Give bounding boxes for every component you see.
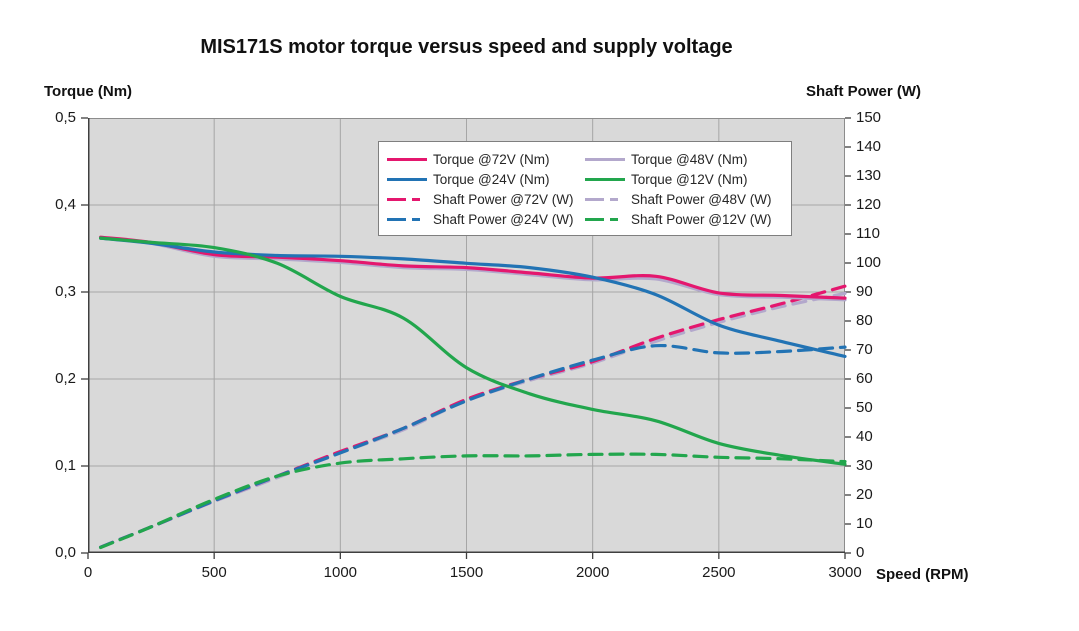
dashed-line-swatch — [585, 217, 625, 221]
solid-line-swatch — [585, 157, 625, 161]
legend-label: Shaft Power @24V (W) — [433, 211, 574, 227]
legend-item: Torque @24V (Nm) — [387, 172, 585, 187]
left-tick-label: 0,0 — [55, 544, 76, 561]
left-tick-label: 0,2 — [55, 370, 76, 387]
right-tick-label: 110 — [856, 225, 880, 242]
series-torque-48v-nm- — [99, 236, 847, 302]
right-tick-label: 40 — [856, 428, 873, 445]
series-torque-12v-nm- — [99, 236, 847, 466]
solid-line-swatch — [585, 177, 625, 181]
right-tick-label: 80 — [856, 312, 873, 329]
x-tick-label: 2500 — [702, 564, 736, 581]
legend-item: Torque @48V (Nm) — [585, 152, 783, 167]
legend-label: Torque @24V (Nm) — [433, 171, 550, 187]
legend-item: Torque @72V (Nm) — [387, 152, 585, 167]
right-tick-label: 30 — [856, 457, 873, 474]
series-torque-72v-nm- — [99, 235, 847, 300]
right-tick-label: 130 — [856, 167, 882, 184]
legend-label: Shaft Power @72V (W) — [433, 191, 574, 207]
legend-item: Torque @12V (Nm) — [585, 172, 783, 187]
left-tick-label: 0,4 — [55, 196, 76, 213]
legend-item: Shaft Power @12V (W) — [585, 212, 783, 227]
x-axis-title: Speed (RPM) — [876, 566, 969, 583]
right-tick-label: 60 — [856, 370, 873, 387]
right-tick-label: 140 — [856, 138, 882, 155]
right-tick-label: 100 — [856, 254, 882, 271]
legend-label: Torque @48V (Nm) — [631, 151, 748, 167]
dashed-line-swatch — [387, 217, 427, 221]
x-tick-label: 3000 — [828, 564, 862, 581]
right-tick-label: 20 — [856, 486, 873, 503]
left-axis-title: Torque (Nm) — [44, 83, 133, 100]
right-tick-label: 70 — [856, 341, 873, 358]
right-tick-label: 150 — [856, 109, 882, 126]
series-torque-24v-nm- — [99, 236, 847, 358]
series-shaft-power-72v-w- — [99, 284, 847, 549]
right-tick-label: 120 — [856, 196, 882, 213]
legend-item: Shaft Power @24V (W) — [387, 212, 585, 227]
right-tick-label: 10 — [856, 515, 873, 532]
right-tick-label: 90 — [856, 283, 873, 300]
legend-item: Shaft Power @48V (W) — [585, 192, 783, 207]
left-tick-label: 0,5 — [55, 109, 76, 126]
legend-label: Torque @72V (Nm) — [433, 151, 550, 167]
right-tick-label: 50 — [856, 399, 873, 416]
series-shaft-power-12v-w- — [99, 452, 847, 550]
x-tick-label: 1500 — [449, 564, 484, 581]
x-tick-label: 2000 — [575, 564, 610, 581]
solid-line-swatch — [387, 157, 427, 161]
left-tick-label: 0,3 — [55, 283, 76, 300]
dashed-line-swatch — [585, 197, 625, 201]
legend-label: Torque @12V (Nm) — [631, 171, 748, 187]
series-shaft-power-48v-w- — [99, 291, 847, 549]
legend-label: Shaft Power @12V (W) — [631, 211, 772, 227]
chart-legend: Torque @72V (Nm) Torque @48V (Nm) Torque @… — [378, 141, 792, 236]
right-axis-title: Shaft Power (W) — [806, 83, 921, 100]
legend-item: Shaft Power @72V (W) — [387, 192, 585, 207]
legend-label: Shaft Power @48V (W) — [631, 191, 772, 207]
x-tick-label: 0 — [83, 564, 93, 581]
solid-line-swatch — [387, 177, 427, 181]
left-tick-label: 0,1 — [55, 457, 76, 474]
dashed-line-swatch — [387, 197, 427, 201]
x-tick-label: 1000 — [323, 564, 358, 581]
series-shaft-power-24v-w- — [99, 343, 847, 549]
chart-title: MIS171S motor torque versus speed and su… — [200, 36, 733, 58]
right-tick-label: 0 — [856, 544, 865, 561]
x-tick-label: 500 — [201, 564, 227, 581]
